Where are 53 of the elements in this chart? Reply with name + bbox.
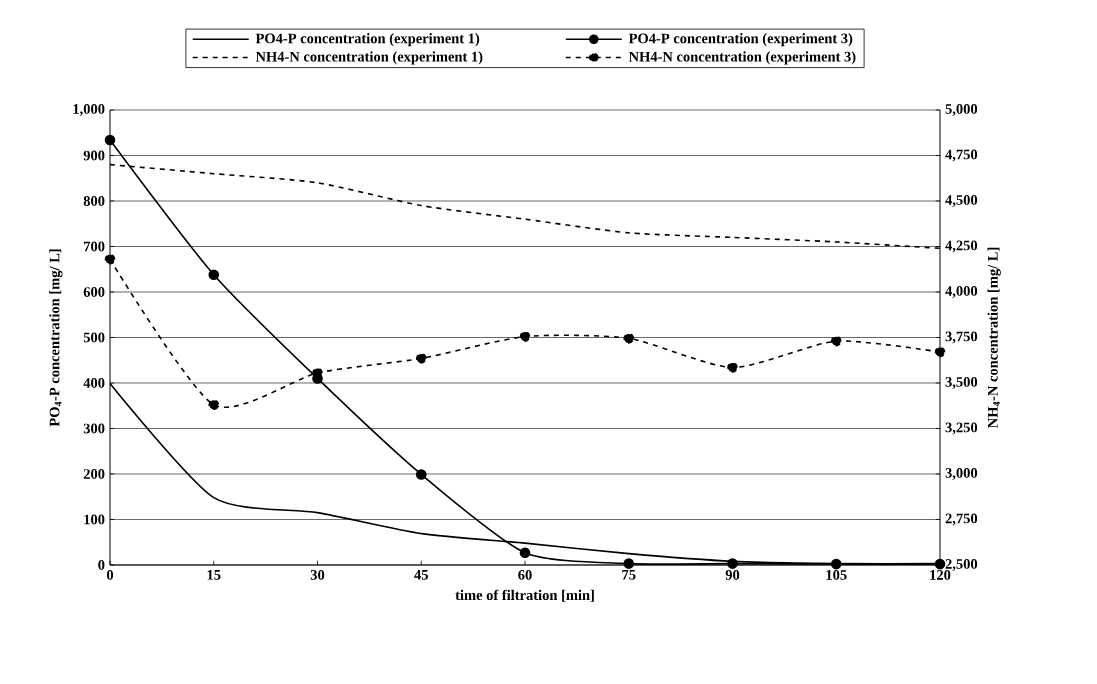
legend-label: PO4-P concentration (experiment 1): [255, 33, 480, 47]
y-tick-label: 900: [83, 150, 105, 161]
y-tick-label: 1,000: [73, 104, 105, 116]
point: [623, 333, 635, 344]
x-axis-title: time of filtration [min]: [455, 589, 594, 602]
x-tick-label: 105: [826, 570, 847, 580]
x-tick-label: 30: [310, 570, 325, 580]
y2-tick-label: 4,500: [945, 195, 978, 207]
y2-tick-label: 3,000: [945, 468, 978, 480]
y2-tick-label: 2,750: [945, 513, 978, 526]
point: [727, 558, 738, 569]
point: [415, 469, 427, 480]
y2-tick-label: 3,750: [945, 331, 978, 344]
y2-axis-title: NH$_{4}$-N concentration [mg/ L]: [987, 247, 1001, 428]
point: [415, 353, 427, 364]
y-tick-label: 100: [84, 514, 105, 525]
y-tick-label: 600: [83, 287, 105, 297]
legend-label: NH4-N concentration (experiment 3): [628, 51, 856, 65]
legend-label: PO4-P concentration (experiment 3): [628, 33, 853, 47]
y-tick-label: 0: [98, 560, 105, 570]
y-axis-title: PO$_{4}$-P concentration [mg/ L]: [49, 249, 63, 427]
y2-tick-label: 4,750: [945, 149, 978, 162]
y2-tick-label: 3,500: [945, 377, 978, 389]
x-tick-label: 45: [414, 570, 428, 580]
x-tick-label: 90: [725, 570, 740, 580]
x-tick-label: 120: [930, 570, 951, 580]
point: [104, 134, 116, 146]
y-tick-label: 200: [83, 469, 105, 479]
legend-label: NH4-N concentration (experiment 1): [255, 51, 483, 65]
y-tick-label: 700: [84, 241, 105, 252]
point: [104, 253, 116, 265]
x-tick-label: 60: [518, 570, 532, 580]
y-tick-label: 300: [83, 423, 105, 434]
point: [934, 346, 946, 358]
x-tick-label: 75: [622, 570, 636, 580]
x-tick-label: 0: [106, 570, 114, 580]
point: [727, 362, 738, 373]
y2-tick-label: 4,250: [945, 240, 978, 253]
point: [830, 335, 842, 347]
y-tick-label: 400: [83, 378, 105, 388]
x-tick-label: 15: [207, 570, 221, 580]
y2-tick-label: 2,500: [945, 559, 978, 571]
point: [830, 558, 842, 570]
point: [623, 558, 635, 569]
point: [519, 547, 531, 558]
point: [208, 269, 220, 280]
y-tick-label: 800: [83, 196, 105, 206]
y-tick-label: 500: [83, 332, 105, 343]
y2-tick-label: 3,250: [945, 422, 978, 435]
point: [208, 399, 220, 411]
y2-tick-label: 5,000: [945, 104, 978, 116]
y2-tick-label: 4,000: [945, 286, 978, 298]
point: [519, 331, 531, 342]
